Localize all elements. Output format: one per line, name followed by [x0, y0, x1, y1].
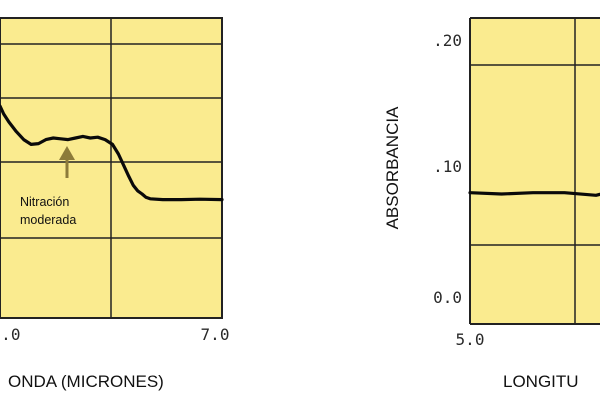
right-x-axis-title: LONGITU	[503, 372, 579, 391]
annotation-line-2: moderada	[20, 213, 76, 227]
annotation-line-1: Nitración	[20, 195, 69, 209]
right-series-line	[468, 191, 600, 197]
right-x-tick-label: 5.0	[456, 330, 485, 349]
left-series-line	[0, 104, 224, 202]
left-x-axis-title: ONDA (MICRONES)	[8, 372, 164, 391]
annotation-arrow	[59, 146, 75, 178]
right-chart: .20 .10 0.0 5.0 ABSORBANCIA LONGITU	[383, 17, 600, 391]
right-y-tick-label: .10	[433, 157, 462, 176]
left-x-tick-label: 7.0	[201, 325, 230, 344]
right-y-tick-label: .20	[433, 31, 462, 50]
left-x-tick-label: 5.0	[0, 325, 20, 344]
left-chart: Nitración moderada 5.0 7.0 ONDA (MICRONE…	[0, 17, 230, 391]
right-plot-area	[470, 18, 600, 324]
annotation-arrow-head	[59, 146, 75, 160]
left-plot-frame	[0, 17, 223, 319]
right-y-axis-title: ABSORBANCIA	[383, 106, 402, 229]
left-grid	[0, 18, 222, 318]
right-y-tick-label: 0.0	[433, 288, 462, 307]
